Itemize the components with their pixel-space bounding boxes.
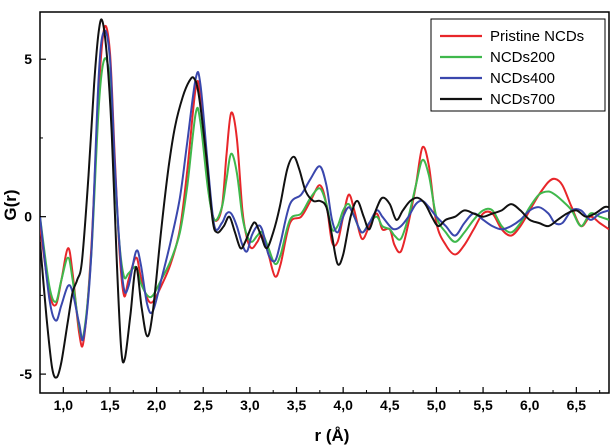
x-tick-label: 1,0 bbox=[54, 397, 74, 413]
x-tick-label: 3,5 bbox=[287, 397, 307, 413]
series-line-4 bbox=[40, 18, 609, 379]
x-tick-label: 1,5 bbox=[100, 397, 120, 413]
x-tick-label: 3,0 bbox=[240, 397, 260, 413]
y-tick-label: 0 bbox=[24, 209, 32, 225]
x-tick-label: 5,0 bbox=[427, 397, 447, 413]
axis-ticks: 1,0 1,5 2,0 2,5 3,0 3,5 4,0 4,5 5,0 5,5 6,0 6,5 -5 0 5 bbox=[20, 51, 601, 413]
x-tick-label: 6,5 bbox=[567, 397, 587, 413]
x-tick-label: 4,5 bbox=[380, 397, 400, 413]
legend-box bbox=[430, 18, 606, 112]
y-axis-title: G(r) bbox=[1, 189, 20, 220]
x-tick-label: 6,0 bbox=[520, 397, 540, 413]
x-tick-label: 2,0 bbox=[147, 397, 167, 413]
legend: Pristine NCDs NCDs200 NCDs400 NCDs700 bbox=[430, 18, 606, 112]
plot-area: 1,0 1,5 2,0 2,5 3,0 3,5 4,0 4,5 5,0 5,5 6,0 6,5 -5 0 5 bbox=[20, 11, 610, 413]
y-tick-label: -5 bbox=[20, 366, 33, 382]
x-tick-label: 5,5 bbox=[473, 397, 493, 413]
y-tick-label: 5 bbox=[24, 51, 32, 67]
legend-label-4: NCDs700 bbox=[490, 91, 555, 108]
series-layer bbox=[40, 18, 609, 379]
series-line-3 bbox=[40, 29, 609, 342]
legend-label-1: Pristine NCDs bbox=[490, 28, 584, 45]
x-tick-label: 4,0 bbox=[333, 397, 353, 413]
legend-label-2: NCDs200 bbox=[490, 49, 555, 66]
x-axis-title: r (Å) bbox=[315, 426, 350, 445]
plot-frame bbox=[39, 11, 610, 394]
legend-label-3: NCDs400 bbox=[490, 70, 555, 87]
x-tick-label: 2,5 bbox=[194, 397, 214, 413]
